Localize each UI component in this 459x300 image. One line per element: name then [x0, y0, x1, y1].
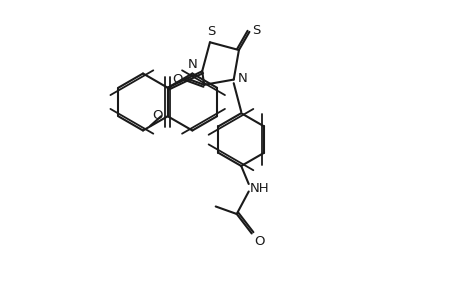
- Text: O: O: [172, 73, 182, 86]
- Text: S: S: [251, 25, 260, 38]
- Text: NH: NH: [250, 182, 269, 195]
- Text: O: O: [253, 235, 264, 248]
- Text: O: O: [152, 109, 162, 122]
- Text: N: N: [237, 72, 247, 85]
- Text: S: S: [207, 26, 215, 38]
- Text: N: N: [187, 58, 197, 70]
